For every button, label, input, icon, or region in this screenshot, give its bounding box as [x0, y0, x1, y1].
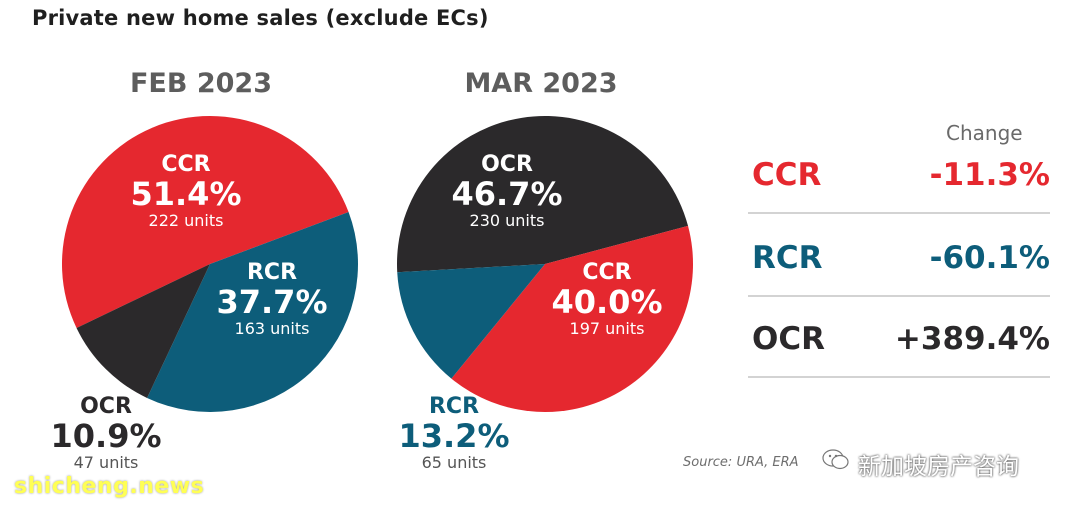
- slice-units-feb-ccr: 222 units: [149, 211, 224, 230]
- slice-percent-mar-ccr: 40.0%: [551, 283, 662, 321]
- slice-percent-mar-ocr: 46.7%: [451, 175, 562, 213]
- table-change-ocr: +389.4%: [894, 321, 1050, 357]
- table-divider: [748, 212, 1050, 214]
- source-note: Source: URA, ERA: [683, 455, 799, 470]
- pie-slice-mar-ocr: [396, 115, 689, 273]
- slice-units-feb-rcr: 163 units: [235, 319, 310, 338]
- pie-slice-mar-ccr: [451, 225, 694, 413]
- pie-slice-feb-rcr: [147, 212, 358, 413]
- slice-units-mar-ocr: 230 units: [470, 211, 545, 230]
- change-header: Change: [946, 121, 1023, 145]
- slice-region-feb-rcr: RCR: [247, 260, 297, 285]
- slice-region-mar-rcr: RCR: [429, 394, 479, 419]
- slice-region-feb-ocr: OCR: [80, 394, 132, 419]
- table-region-rcr: RCR: [752, 240, 823, 276]
- table-divider: [748, 295, 1050, 297]
- slice-units-feb-ocr: 47 units: [74, 453, 139, 472]
- chart-title: Private new home sales (exclude ECs): [32, 6, 489, 30]
- table-divider: [748, 376, 1050, 378]
- table-change-rcr: -60.1%: [929, 240, 1050, 276]
- slice-units-mar-ccr: 197 units: [570, 319, 645, 338]
- slice-percent-feb-rcr: 37.7%: [216, 283, 327, 321]
- wechat-account-label: 新加坡房产咨询: [858, 454, 1019, 480]
- pie-title-feb: FEB 2023: [129, 68, 272, 99]
- wechat-icon: [822, 449, 849, 470]
- slice-region-mar-ocr: OCR: [481, 152, 533, 177]
- slice-percent-feb-ocr: 10.9%: [50, 417, 161, 455]
- slice-percent-mar-rcr: 13.2%: [398, 417, 509, 455]
- table-region-ocr: OCR: [752, 321, 825, 357]
- slice-percent-feb-ccr: 51.4%: [130, 175, 241, 213]
- slice-region-mar-ccr: CCR: [582, 260, 631, 285]
- pie-slice-mar-rcr: [397, 264, 545, 379]
- table-change-ccr: -11.3%: [929, 157, 1050, 193]
- site-watermark: shicheng.news: [14, 474, 205, 499]
- slice-units-mar-rcr: 65 units: [422, 453, 487, 472]
- slice-region-feb-ccr: CCR: [161, 152, 210, 177]
- pie-slice-feb-ocr: [76, 264, 210, 398]
- table-region-ccr: CCR: [752, 157, 822, 193]
- pie-title-mar: MAR 2023: [464, 68, 618, 99]
- pie-slice-feb-ccr: [61, 115, 349, 328]
